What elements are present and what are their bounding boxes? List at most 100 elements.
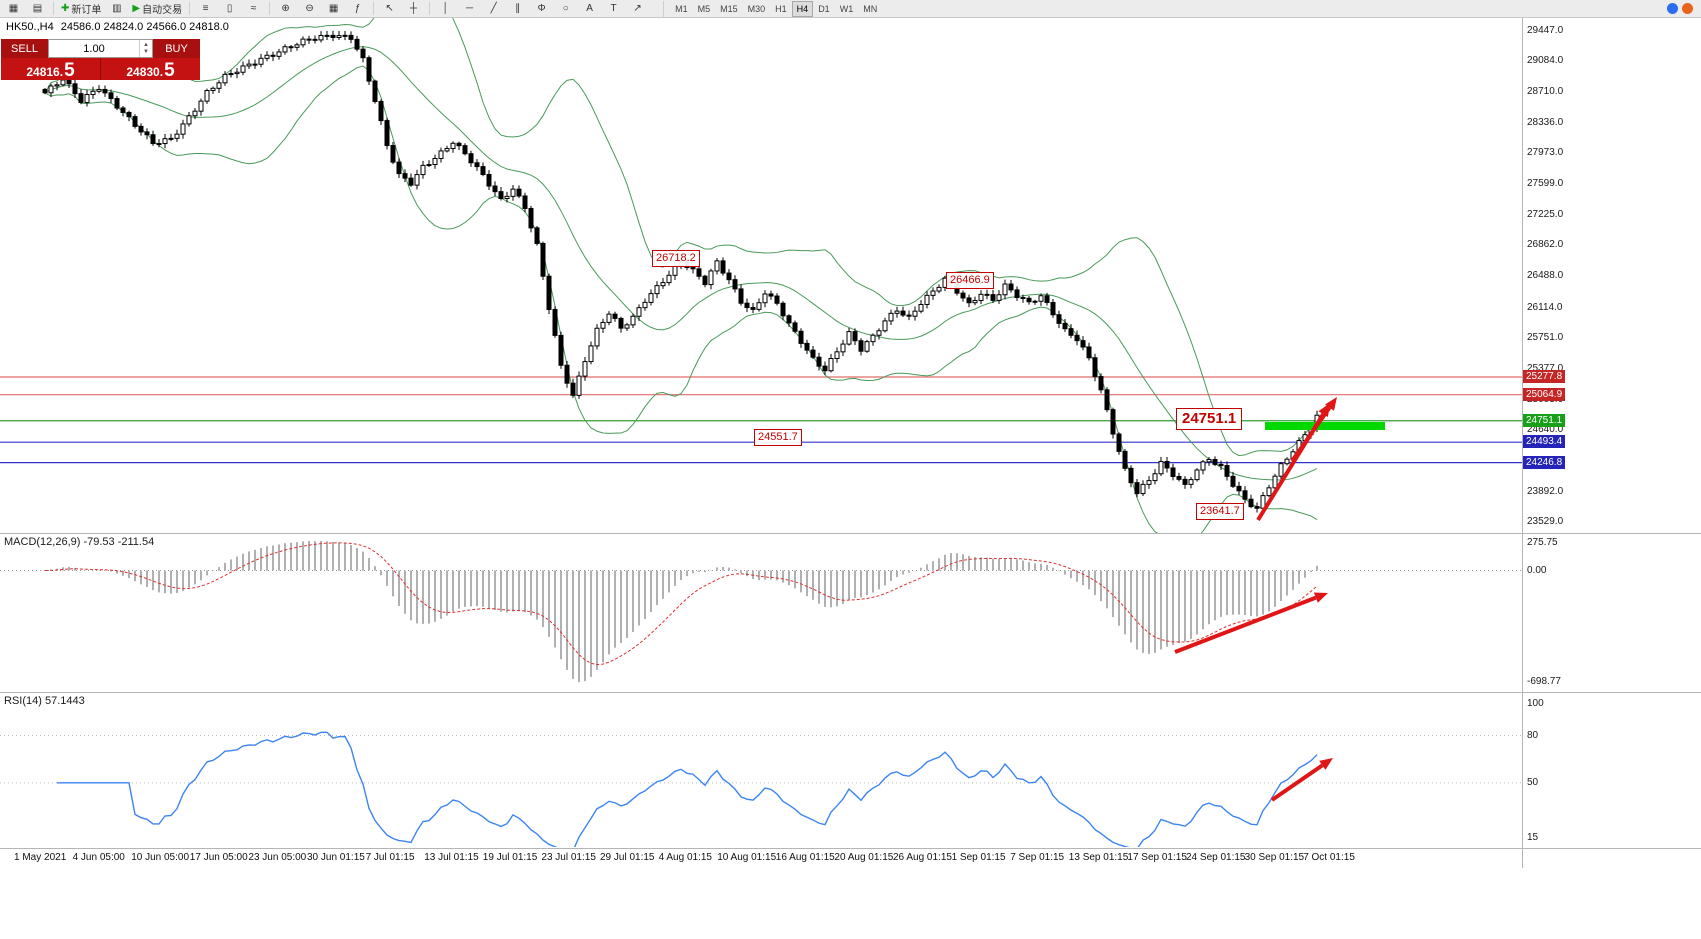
bollinger-lower-band	[44, 65, 1318, 533]
zoom-out-icon: ⊖	[305, 3, 314, 14]
channel-icon: ∥	[515, 3, 521, 14]
rsi-line	[57, 731, 1318, 847]
timeframe-m1-button[interactable]: M1	[675, 3, 688, 14]
toolbar-separator	[189, 2, 191, 15]
profiles-icon[interactable]: ▤	[26, 0, 49, 17]
tile-windows-icon: ▦	[328, 3, 339, 14]
price-annotation[interactable]: 26466.9	[946, 272, 994, 289]
vertical-line-icon[interactable]: │	[434, 0, 457, 17]
symbol-name: HK50.,H4	[6, 21, 54, 33]
profiles-icon: ▤	[32, 3, 43, 14]
price-annotation[interactable]: 26718.2	[652, 250, 700, 267]
tile-windows-icon[interactable]: ▦	[322, 0, 345, 17]
fibonacci-icon: Φ	[537, 3, 546, 14]
timeframe-h1-button[interactable]: H1	[775, 3, 787, 14]
main-chart-layer	[0, 18, 1522, 533]
cursor-icon[interactable]: ↖	[378, 0, 401, 17]
timeframe-w1-button[interactable]: W1	[839, 3, 854, 14]
text-label-icon[interactable]: T	[602, 0, 625, 17]
fibonacci-icon[interactable]: Φ	[530, 0, 553, 17]
toolbar: ▦ ▤ ✚ 新订单 ▥ ▶ 自动交易 ≡ ▯ ≈ ⊕ ⊖ ▦ ƒ ↖ ┼ │ ─ ╱ ∥ Φ ○ A T ↗ M1 M5 M15 M3…	[0, 0, 1701, 18]
auto-trading-button-label: 自动交易	[142, 5, 183, 16]
toolbar-separator	[53, 2, 54, 15]
toolbar-icons: ▦ ▤ ✚ 新订单 ▥ ▶ 自动交易 ≡ ▯ ≈ ⊕ ⊖ ▦ ƒ ↖ ┼ │ ─ ╱ ∥ Φ ○ A T ↗	[2, 0, 649, 17]
symbol-ohlc-bar: HK50.,H4 24586.0 24824.0 24566.0 24818.0	[6, 21, 236, 33]
price-annotation[interactable]: 24751.1	[1176, 408, 1243, 430]
timeframe-d1-button[interactable]: D1	[818, 3, 830, 14]
auto-trading-button[interactable]: ▶ 自动交易	[129, 0, 185, 17]
line-chart-icon: ≈	[250, 3, 257, 14]
zoom-in-icon: ⊕	[281, 3, 290, 14]
crosshair-icon: ┼	[410, 3, 418, 14]
toolbar-right-icons	[1667, 3, 1699, 14]
support-zone-highlight	[1265, 422, 1385, 430]
volume-field: ▲ ▼	[48, 39, 153, 58]
timeframe-mn-button[interactable]: MN	[863, 3, 878, 14]
arrow-tool-icon: ↗	[633, 3, 642, 14]
sell-price-main: 24816.	[26, 65, 64, 79]
bollinger-middle-band	[44, 46, 1318, 481]
timeframe-m5-button[interactable]: M5	[697, 3, 711, 14]
buy-button[interactable]: BUY	[153, 39, 200, 58]
timeframe-toolbar: M1 M5 M15 M30 H1 H4 D1 W1 MN	[663, 0, 882, 17]
macd-trend-arrow	[1174, 595, 1317, 654]
buy-price-main: 24830.	[126, 65, 164, 79]
cursor-icon: ↖	[385, 3, 394, 14]
toolbar-separator	[373, 2, 375, 15]
zoom-in-icon[interactable]: ⊕	[274, 0, 297, 17]
buy-price-big-digit: 5	[164, 60, 175, 81]
line-chart-icon[interactable]: ≈	[242, 0, 265, 17]
bar-chart-icon[interactable]: ≡	[194, 0, 217, 17]
buy-price[interactable]: 24830. 5	[100, 58, 200, 80]
text-label-icon: T	[610, 3, 617, 14]
auto-trading-icon: ▶	[132, 3, 141, 14]
volume-spinner: ▲ ▼	[139, 40, 152, 57]
macd-signal-line	[44, 542, 1318, 666]
new-order-button-label: 新订单	[71, 5, 102, 16]
vertical-line-icon: │	[442, 3, 449, 14]
new-order-button[interactable]: ✚ 新订单	[58, 0, 104, 17]
horizontal-line-icon[interactable]: ─	[458, 0, 481, 17]
trend-line-icon[interactable]: ╱	[482, 0, 505, 17]
new-chart-icon: ▦	[8, 3, 19, 14]
toolbar-separator	[269, 2, 271, 15]
indicators-icon: ƒ	[354, 3, 361, 14]
new-chart-icon[interactable]: ▦	[2, 0, 25, 17]
crosshair-icon[interactable]: ┼	[402, 0, 425, 17]
sell-button[interactable]: SELL	[1, 39, 48, 58]
volume-down-button[interactable]: ▼	[143, 48, 149, 55]
text-icon: A	[586, 3, 593, 14]
volume-up-button[interactable]: ▲	[143, 41, 149, 48]
one-click-trading-panel: SELL ▲ ▼ BUY 24816.5 24830.5	[1, 39, 200, 80]
trend-line-icon: ╱	[490, 3, 497, 14]
horizontal-line-icon: ─	[466, 3, 474, 14]
price-annotation[interactable]: 24551.7	[754, 429, 802, 446]
timeframe-h4-button[interactable]: H4	[791, 0, 814, 17]
text-icon[interactable]: A	[578, 0, 601, 17]
shapes-icon[interactable]: ○	[554, 0, 577, 17]
timeframe-m15-button[interactable]: M15	[720, 3, 738, 14]
volume-input[interactable]	[49, 40, 139, 57]
rsi-panel	[0, 731, 1522, 847]
new-order-icon: ✚	[61, 3, 70, 14]
timeframe-m30-button[interactable]: M30	[747, 3, 766, 14]
trend-arrow-2	[1290, 406, 1332, 463]
sell-price[interactable]: 24816. 5	[1, 58, 100, 80]
rsi-trend-arrow	[1270, 763, 1324, 802]
price-annotation[interactable]: 23641.7	[1196, 503, 1244, 520]
news-icon[interactable]	[1682, 3, 1693, 14]
indicators-icon[interactable]: ƒ	[346, 0, 369, 17]
alerts-icon[interactable]	[1667, 3, 1678, 14]
chart-windows-icon[interactable]: ▥	[105, 0, 128, 17]
bollinger-upper-band	[44, 18, 1318, 457]
candlestick-chart-icon: ▯	[226, 3, 233, 14]
zoom-out-icon[interactable]: ⊖	[298, 0, 321, 17]
candlestick-chart-icon[interactable]: ▯	[218, 0, 241, 17]
ohlc-values: 24586.0 24824.0 24566.0 24818.0	[60, 21, 229, 33]
arrow-tool-icon[interactable]: ↗	[626, 0, 649, 17]
sell-price-big-digit: 5	[64, 60, 75, 81]
channel-icon[interactable]: ∥	[506, 0, 529, 17]
chart-windows-icon: ▥	[112, 3, 122, 14]
bar-chart-icon: ≡	[202, 3, 209, 14]
